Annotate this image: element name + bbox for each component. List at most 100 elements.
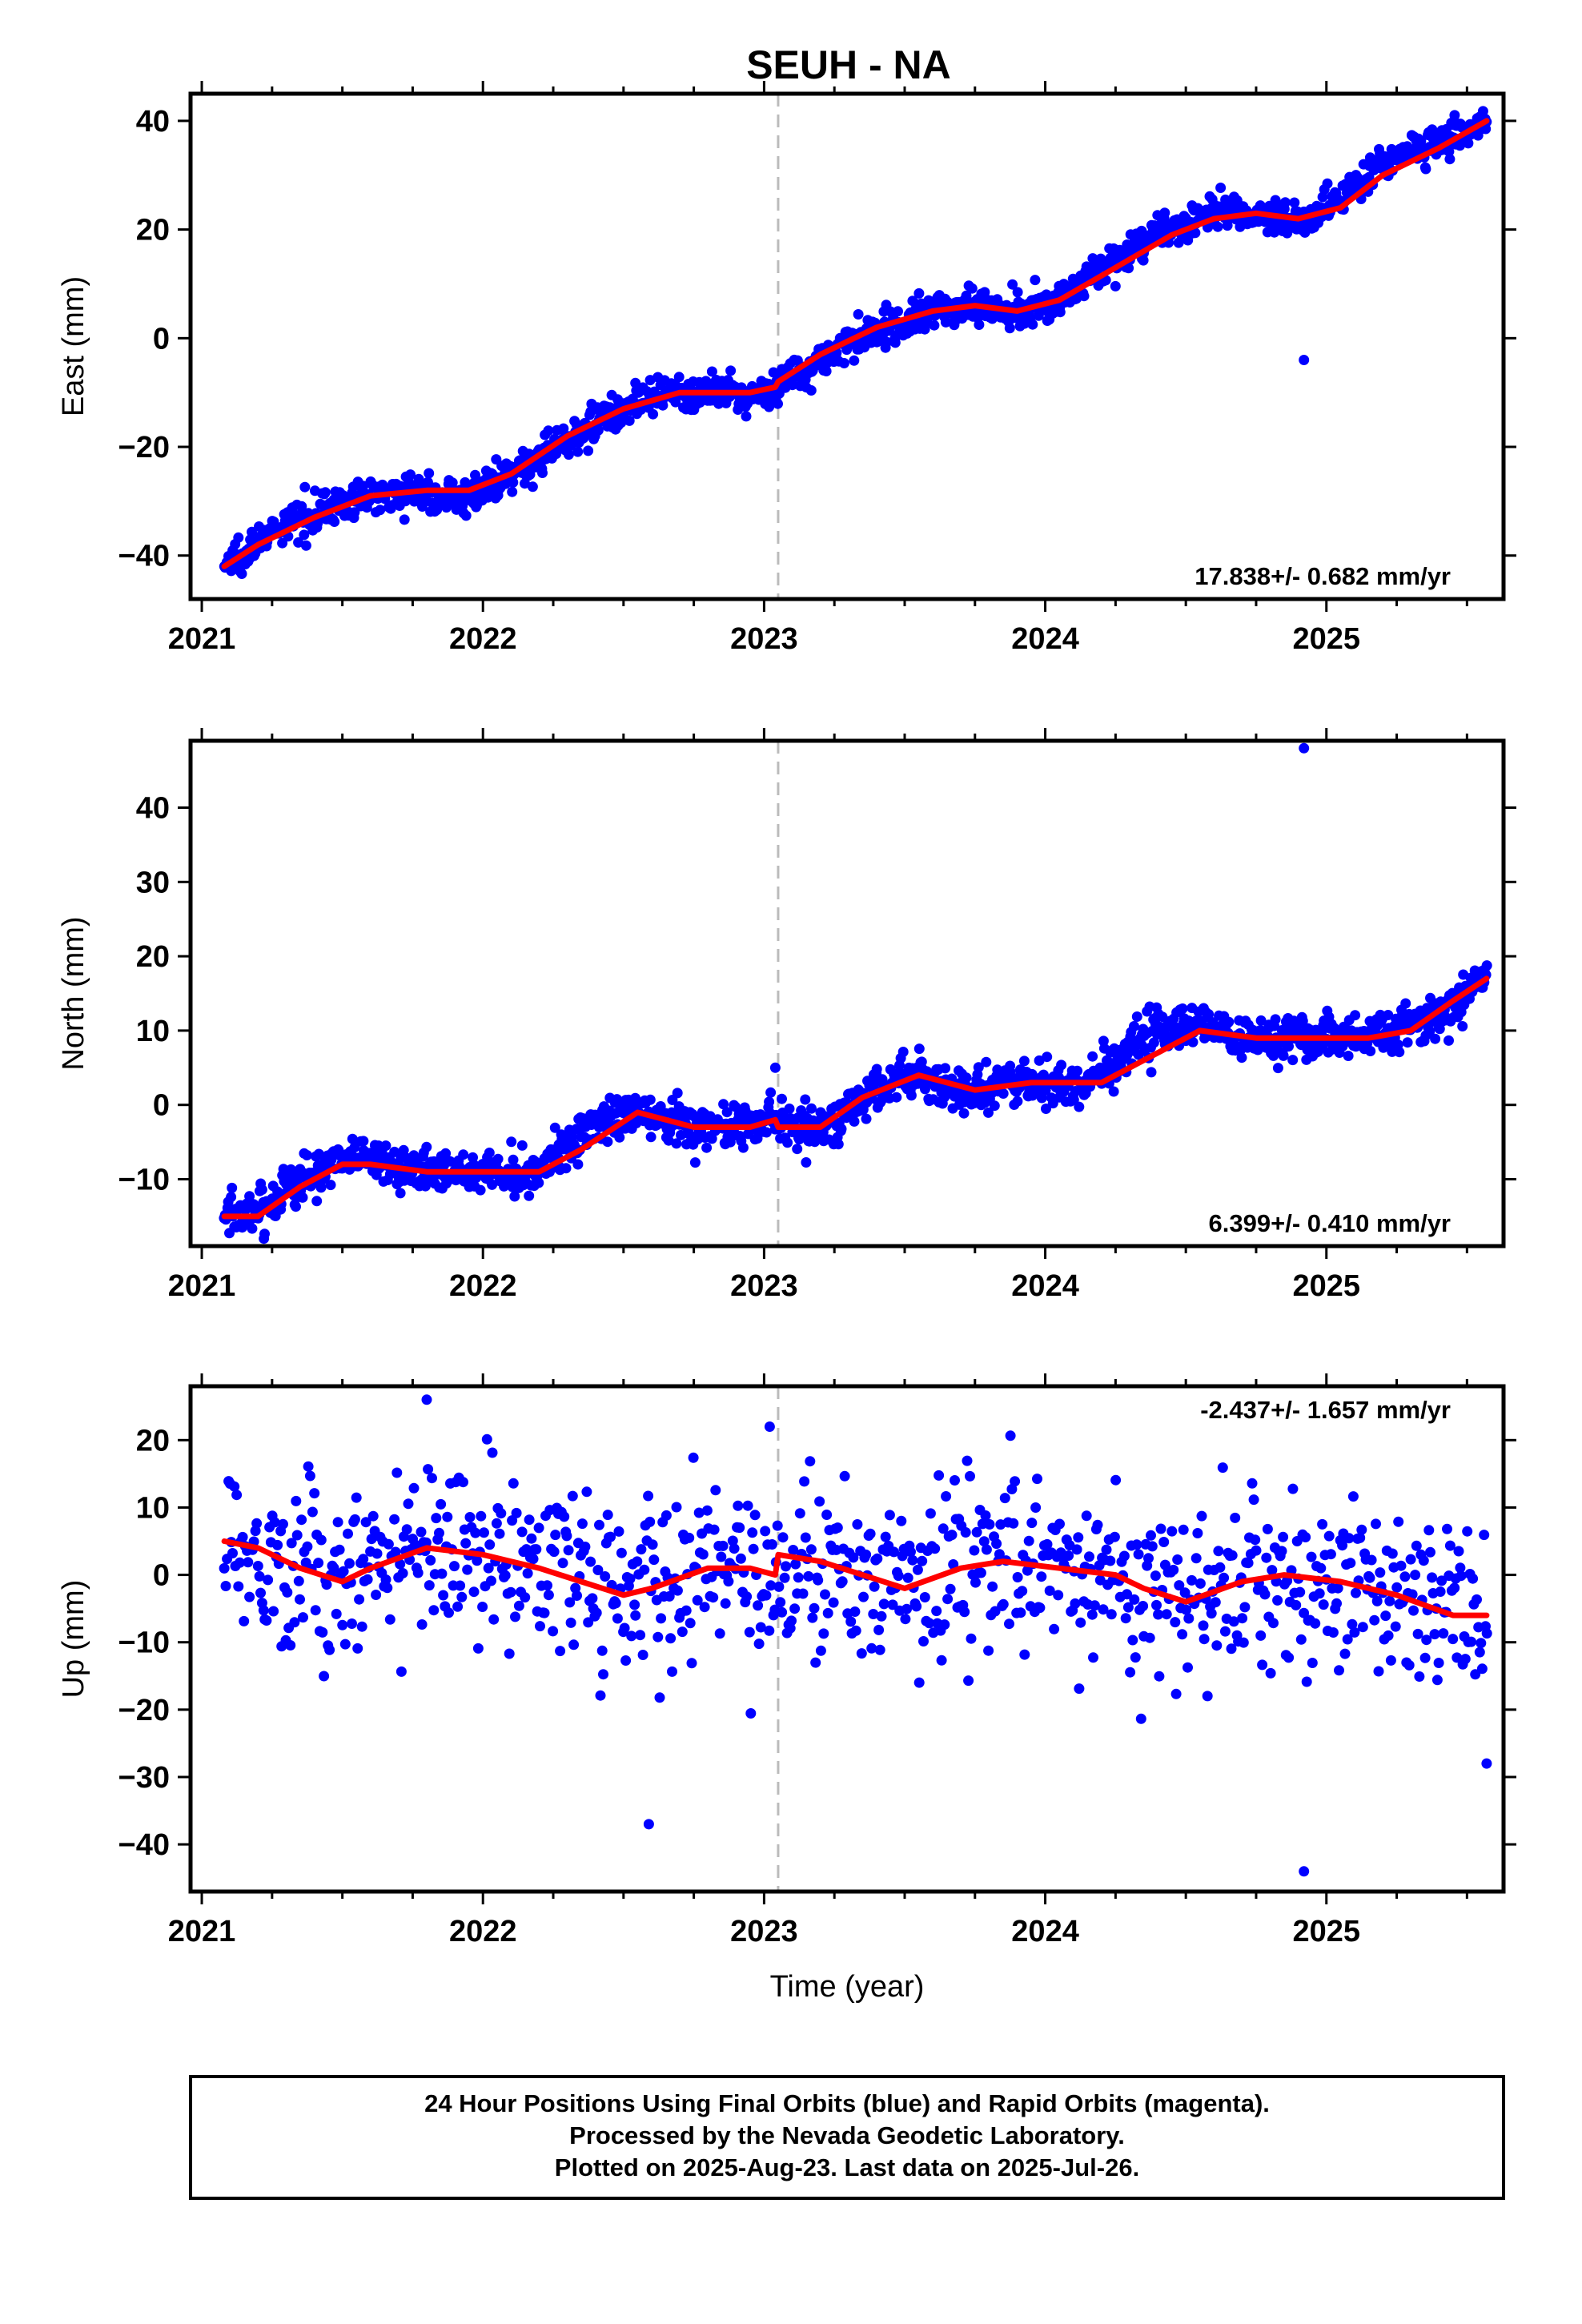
- data-point: [1345, 1558, 1356, 1569]
- data-point: [531, 1544, 542, 1555]
- data-point: [533, 1522, 544, 1534]
- data-point: [874, 1644, 885, 1655]
- data-point: [291, 1201, 301, 1212]
- data-point: [858, 1591, 869, 1602]
- outlier-point: [643, 1819, 654, 1830]
- data-point: [453, 1160, 464, 1172]
- data-point: [748, 1543, 759, 1554]
- y-axis-label: East (mm): [57, 276, 90, 416]
- data-point: [905, 1090, 917, 1101]
- data-point: [389, 1146, 400, 1157]
- data-point: [568, 1639, 580, 1651]
- data-point: [1148, 1037, 1159, 1048]
- x-ticks: 2021 2022 2023 2024 2025: [168, 81, 1468, 656]
- data-point: [533, 1177, 544, 1188]
- data-point: [941, 1491, 952, 1502]
- data-point: [1017, 1586, 1028, 1597]
- data-point: [1414, 1671, 1425, 1682]
- data-point: [652, 1631, 664, 1642]
- data-point: [645, 1132, 656, 1143]
- data-point: [974, 320, 985, 330]
- data-point: [632, 1556, 643, 1567]
- data-point: [1075, 1617, 1086, 1628]
- rate-label: 17.838+/- 0.682 mm/yr: [1195, 562, 1451, 590]
- data-point: [580, 1542, 591, 1552]
- data-point: [1349, 1626, 1360, 1638]
- data-point: [1174, 1580, 1185, 1591]
- data-point: [516, 1140, 528, 1151]
- data-point: [1269, 227, 1280, 238]
- data-point: [252, 1561, 263, 1571]
- data-point: [1289, 197, 1300, 208]
- data-point: [507, 486, 518, 497]
- data-point: [902, 1572, 913, 1583]
- data-point: [1436, 1575, 1447, 1586]
- data-point: [391, 1467, 403, 1478]
- data-point: [1098, 1604, 1109, 1615]
- data-point: [535, 1621, 545, 1632]
- data-point: [934, 1470, 945, 1481]
- data-point: [1177, 1629, 1188, 1640]
- data-point: [803, 1570, 814, 1582]
- data-point: [775, 1597, 786, 1608]
- data-point: [310, 1605, 321, 1616]
- data-point: [244, 1191, 255, 1202]
- data-point: [1012, 1572, 1023, 1582]
- x-tick-label: 2025: [1292, 1269, 1360, 1303]
- data-point: [371, 1590, 382, 1600]
- y-tick-label: −40: [118, 540, 170, 573]
- data-point: [1196, 1510, 1207, 1522]
- data-point: [1337, 1540, 1348, 1551]
- data-point: [786, 1615, 797, 1626]
- data-point: [1283, 1041, 1294, 1052]
- data-point: [1394, 1047, 1405, 1058]
- data-point: [367, 1510, 379, 1522]
- data-point: [1427, 1572, 1438, 1583]
- data-point: [1268, 1618, 1279, 1629]
- data-point: [764, 1625, 775, 1636]
- y-tick-label: 0: [153, 1559, 170, 1593]
- y-ticks: 40 20 0 −20 −40: [118, 105, 1516, 573]
- data-point: [1295, 1586, 1306, 1598]
- data-point: [1041, 1104, 1051, 1114]
- data-point: [1144, 1632, 1155, 1643]
- data-point: [1447, 1634, 1459, 1645]
- data-point: [524, 1190, 535, 1201]
- data-point: [504, 1648, 515, 1659]
- data-point: [614, 1132, 625, 1143]
- data-point: [1385, 1655, 1396, 1666]
- data-point: [1190, 227, 1201, 239]
- data-point: [261, 1615, 272, 1626]
- data-point: [978, 1536, 990, 1547]
- data-point: [561, 1530, 572, 1542]
- data-point: [1074, 1101, 1085, 1112]
- data-point: [1251, 1545, 1262, 1556]
- data-point: [343, 1528, 353, 1539]
- data-point: [1087, 1051, 1098, 1062]
- data-point: [1261, 1552, 1272, 1563]
- data-point: [1012, 1096, 1023, 1107]
- y-axis-label: North (mm): [57, 916, 90, 1070]
- data-point: [383, 1538, 394, 1550]
- data-point: [1219, 1572, 1230, 1583]
- data-point: [1267, 1565, 1278, 1576]
- data-point: [929, 320, 940, 331]
- data-point: [1257, 1659, 1268, 1671]
- x-tick-label: 2021: [168, 622, 236, 656]
- data-point: [1383, 1630, 1394, 1641]
- data-point: [351, 1492, 362, 1503]
- data-point: [325, 1180, 336, 1191]
- data-point: [559, 1511, 570, 1522]
- data-point: [1310, 1618, 1321, 1629]
- data-point: [1356, 1524, 1367, 1535]
- data-point: [231, 1490, 243, 1501]
- data-point: [1015, 1607, 1026, 1618]
- data-point: [1089, 1600, 1100, 1611]
- data-point: [537, 468, 548, 478]
- data-point: [714, 1628, 725, 1639]
- data-point: [987, 1581, 998, 1592]
- data-point: [543, 425, 554, 436]
- data-point: [1443, 1035, 1454, 1046]
- data-point: [254, 1570, 265, 1582]
- data-point: [380, 1140, 391, 1152]
